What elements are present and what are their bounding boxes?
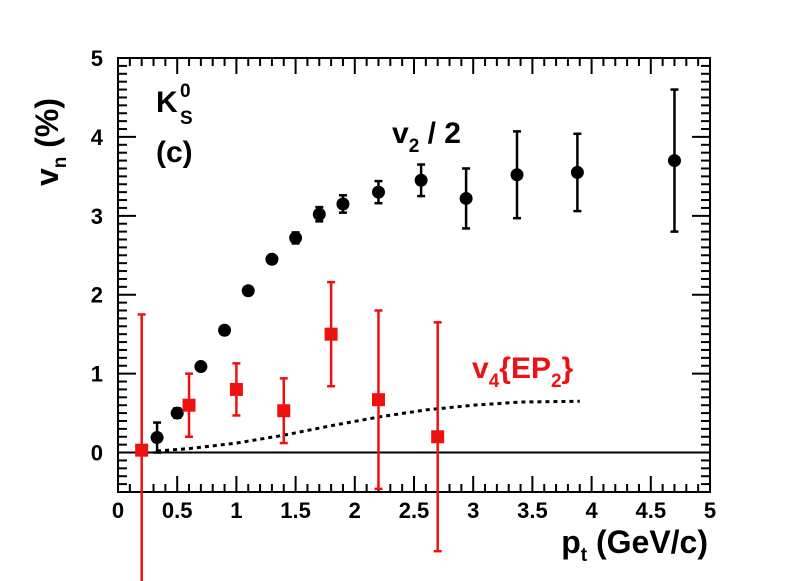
data-point-circle (667, 154, 681, 168)
v2-label-rest: / 2 (419, 117, 461, 150)
data-point-circle (289, 231, 303, 245)
plot-frame (117, 57, 711, 493)
model-curve-dotted (156, 399, 580, 453)
x-axis-title-rest: (GeV/c) (587, 524, 708, 560)
x-axis-title-sub: t (581, 545, 588, 566)
data-point-circle (218, 323, 232, 337)
data-series (135, 88, 681, 581)
x-tick-label: 1.5 (280, 498, 311, 523)
v4-label-sub: 4 (489, 371, 500, 392)
x-axis-title: pt (GeV/c) (561, 524, 708, 566)
y-tick-labels: 0 1 2 3 4 5 (91, 46, 104, 466)
data-point-circle (265, 252, 279, 266)
v4-label-mid: {EP (499, 352, 551, 385)
y-tick-label: 4 (91, 125, 104, 150)
data-point-circle (312, 207, 326, 221)
data-point-circle (336, 197, 350, 211)
data-point-circle (510, 168, 524, 182)
particle-label: K (156, 86, 178, 119)
x-tick-label: 3.5 (517, 498, 548, 523)
y-tick-label: 1 (91, 362, 103, 387)
data-point-circle (371, 185, 385, 199)
y-tick-label: 3 (91, 204, 103, 229)
x-tick-label: 4.5 (636, 498, 667, 523)
particle-label-sub: S (180, 108, 193, 129)
x-tick-label: 1 (230, 498, 242, 523)
data-point-circle (570, 165, 584, 179)
data-point-square (371, 393, 385, 407)
y-axis-title-main: v (29, 168, 65, 186)
y-axis-title-sub: n (50, 157, 71, 169)
y-axis-title: vn (%) (29, 98, 71, 186)
series-v2-half (150, 88, 681, 454)
x-tick-labels: 0 0.5 1 1.5 2 2.5 3 3.5 4 4.5 5 (112, 498, 716, 523)
series-v4-ep2 (135, 280, 445, 581)
y-tick-label: 2 (91, 283, 103, 308)
v4-series-label: v4{EP2} (472, 352, 574, 392)
data-point-circle (194, 360, 208, 374)
data-point-square (277, 404, 291, 418)
data-point-circle (459, 191, 473, 205)
data-point-circle (170, 406, 184, 420)
x-tick-label: 3 (467, 498, 479, 523)
particle-label-sup: 0 (180, 81, 191, 102)
y-tick-label: 5 (91, 46, 103, 71)
v4-label-end: } (562, 352, 574, 385)
data-point-square (135, 443, 149, 457)
y-axis-title-rest: (%) (29, 98, 65, 157)
data-point-circle (150, 431, 164, 445)
y-tick-label: 0 (91, 441, 103, 466)
v2-label-sub: 2 (409, 136, 420, 157)
x-tick-label: 4 (585, 498, 598, 523)
data-point-circle (414, 173, 428, 187)
v2-series-label: v2 / 2 (392, 117, 461, 157)
x-tick-label: 2.5 (399, 498, 430, 523)
x-axis-title-main: p (561, 524, 581, 560)
x-tick-label: 5 (704, 498, 716, 523)
v4-label-main: v (472, 352, 489, 385)
data-point-circle (241, 284, 255, 298)
data-point-square (431, 430, 445, 444)
axis-ticks (117, 57, 711, 493)
data-point-square (324, 327, 338, 341)
v4-label-sub2: 2 (551, 371, 562, 392)
panel-label: (c) (156, 136, 193, 169)
x-tick-label: 0.5 (162, 498, 193, 523)
v2-label-main: v (392, 117, 409, 150)
data-point-square (182, 398, 196, 412)
particle-label-main: K (156, 86, 178, 119)
data-point-square (229, 382, 243, 396)
x-tick-label: 2 (349, 498, 361, 523)
x-tick-label: 0 (112, 498, 124, 523)
